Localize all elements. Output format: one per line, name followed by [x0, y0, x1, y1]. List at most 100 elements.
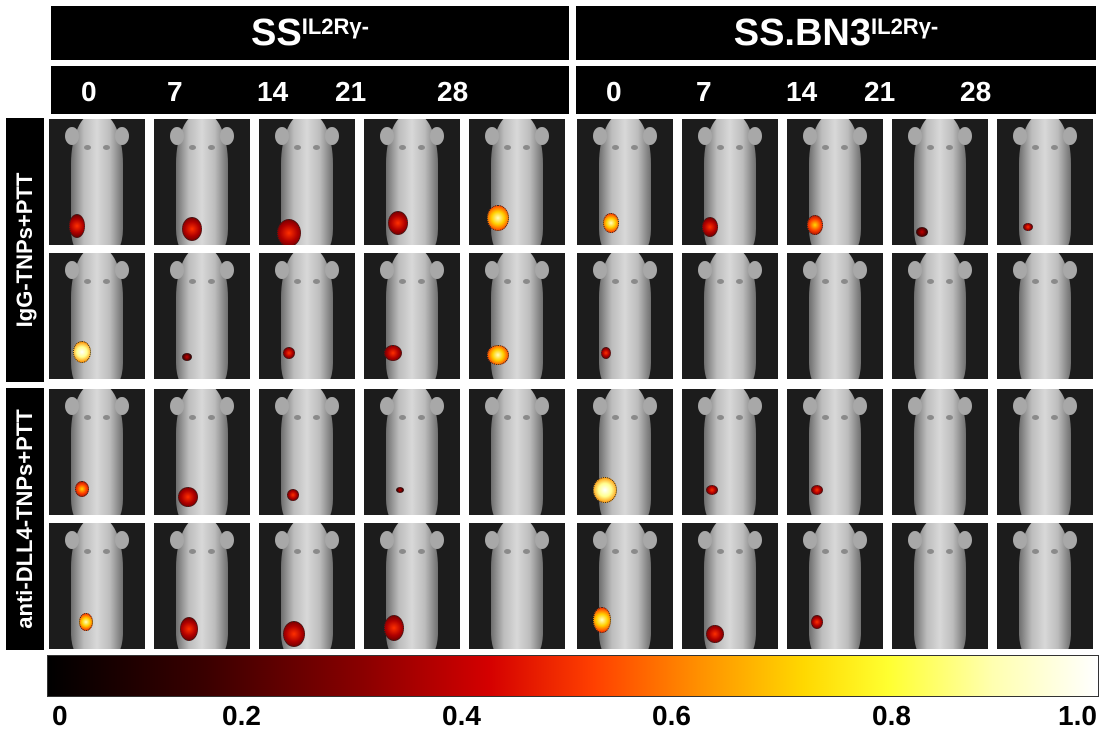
- mouse-eye: [1032, 549, 1039, 554]
- mouse-eye: [103, 415, 110, 420]
- mouse-ear: [65, 397, 79, 415]
- bioluminescence-signal: [283, 347, 295, 359]
- colorbar-tick: 1.0: [1058, 700, 1097, 731]
- mouse-image-panel: [892, 253, 988, 379]
- mouse-ear: [220, 261, 234, 279]
- mouse-ear: [1013, 127, 1027, 145]
- mouse-ear: [65, 531, 79, 549]
- bioluminescence-signal: [702, 217, 718, 237]
- mouse-image-panel: [682, 119, 778, 245]
- mouse-image-panel: [364, 389, 460, 515]
- mouse-body: [71, 523, 123, 649]
- colorbar-tick: 0.8: [872, 700, 911, 731]
- mouse-image-panel: [997, 389, 1093, 515]
- mouse-eye: [946, 145, 953, 150]
- mouse-eye: [294, 145, 301, 150]
- bioluminescence-signal: [593, 477, 617, 503]
- mouse-ear: [908, 531, 922, 549]
- mouse-image-panel: [997, 253, 1093, 379]
- mouse-ear: [220, 127, 234, 145]
- day-label: 7: [696, 76, 712, 107]
- mouse-eye: [418, 415, 425, 420]
- mouse-ear: [853, 397, 867, 415]
- day-label: 0: [81, 76, 97, 107]
- mouse-ear: [803, 127, 817, 145]
- mouse-eye: [631, 145, 638, 150]
- mouse-eye: [717, 415, 724, 420]
- mouse-image-panel: [892, 389, 988, 515]
- bioluminescence-signal: [593, 607, 611, 633]
- mouse-ear: [748, 261, 762, 279]
- mouse-ear: [220, 531, 234, 549]
- group-header-ss: SS IL2Rγ-: [51, 6, 569, 60]
- mouse-body: [914, 253, 966, 379]
- mouse-ear: [115, 261, 129, 279]
- day-label: 21: [864, 76, 896, 107]
- mouse-eye: [399, 145, 406, 150]
- mouse-eye: [189, 145, 196, 150]
- mouse-eye: [736, 279, 743, 284]
- mouse-eye: [822, 549, 829, 554]
- mouse-ear: [380, 261, 394, 279]
- bioluminescence-signal: [182, 353, 192, 361]
- mouse-eye: [1032, 415, 1039, 420]
- mouse-ear: [593, 531, 607, 549]
- mouse-ear: [170, 261, 184, 279]
- mouse-eye: [294, 549, 301, 554]
- mouse-body: [809, 253, 861, 379]
- mouse-eye: [84, 279, 91, 284]
- mouse-eye: [313, 415, 320, 420]
- mouse-ear: [643, 531, 657, 549]
- mouse-eye: [841, 415, 848, 420]
- mouse-image-panel: [469, 253, 565, 379]
- day-header-ssbn3: 0 7 14 21 28: [576, 66, 1096, 114]
- mouse-eye: [612, 145, 619, 150]
- mouse-ear: [803, 531, 817, 549]
- mouse-ear: [1013, 261, 1027, 279]
- mouse-image-panel: [154, 119, 250, 245]
- mouse-eye: [189, 279, 196, 284]
- mouse-eye: [84, 415, 91, 420]
- mouse-eye: [1051, 415, 1058, 420]
- mouse-ear: [593, 127, 607, 145]
- mouse-ear: [65, 127, 79, 145]
- mouse-ear: [698, 397, 712, 415]
- mouse-image-panel: [364, 523, 460, 649]
- mouse-ear: [220, 397, 234, 415]
- mouse-image-panel: [682, 389, 778, 515]
- bioluminescence-signal: [178, 487, 198, 507]
- mouse-ear: [380, 127, 394, 145]
- mouse-eye: [399, 415, 406, 420]
- mouse-image-panel: [154, 253, 250, 379]
- mouse-eye: [84, 145, 91, 150]
- mouse-image-panel: [49, 253, 145, 379]
- mouse-eye: [612, 279, 619, 284]
- bioluminescence-signal: [182, 217, 202, 241]
- mouse-image-panel: [364, 119, 460, 245]
- mouse-eye: [523, 279, 530, 284]
- mouse-eye: [103, 145, 110, 150]
- mouse-body: [1019, 523, 1071, 649]
- bioluminescence-signal: [79, 613, 93, 631]
- mouse-ear: [325, 397, 339, 415]
- colorbar: [47, 655, 1099, 697]
- mouse-ear: [1063, 127, 1077, 145]
- mouse-eye: [927, 279, 934, 284]
- mouse-eye: [612, 549, 619, 554]
- mouse-ear: [535, 397, 549, 415]
- mouse-ear: [485, 261, 499, 279]
- mouse-eye: [631, 279, 638, 284]
- mouse-eye: [103, 279, 110, 284]
- mouse-eye: [523, 415, 530, 420]
- group-superscript-ss: IL2Rγ-: [301, 14, 369, 39]
- mouse-ear: [908, 127, 922, 145]
- bioluminescence-signal: [706, 625, 724, 643]
- mouse-ear: [853, 127, 867, 145]
- mouse-ear: [643, 127, 657, 145]
- mouse-ear: [115, 397, 129, 415]
- mouse-image-panel: [259, 389, 355, 515]
- mouse-image-panel: [259, 523, 355, 649]
- mouse-image-panel: [682, 523, 778, 649]
- mouse-eye: [294, 279, 301, 284]
- mouse-ear: [643, 261, 657, 279]
